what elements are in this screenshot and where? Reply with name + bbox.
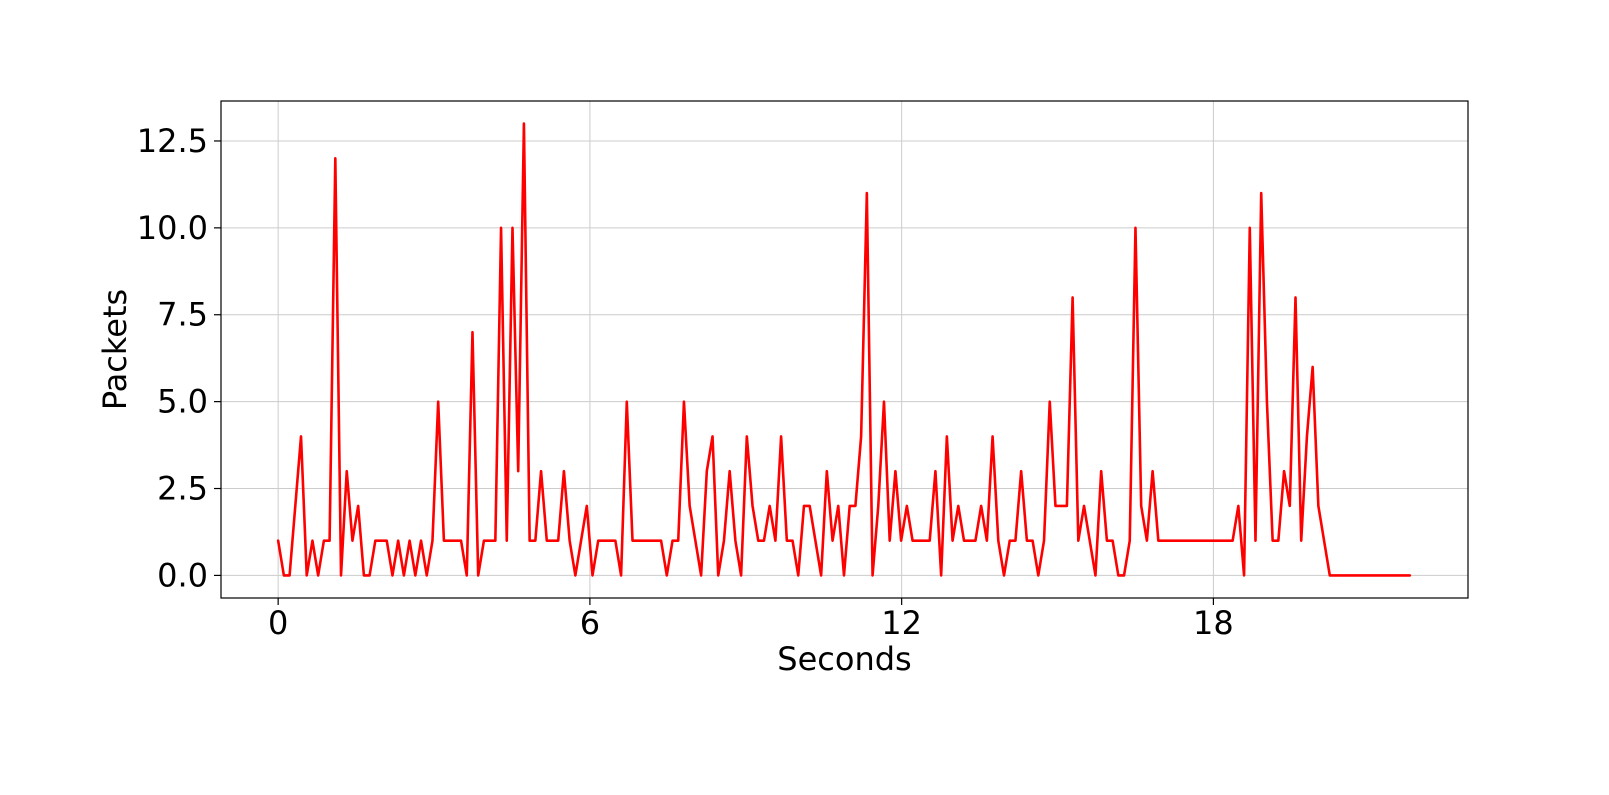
y-axis-ticks: 0.0 2.5 5.0 7.5 10.0 12.5: [137, 122, 221, 594]
x-axis-ticks: 0 6 12 18: [268, 598, 1234, 642]
y-tick-label: 10.0: [137, 209, 208, 247]
y-axis-title: Packets: [96, 289, 134, 410]
y-tick-label: 0.0: [157, 556, 208, 594]
x-axis-title: Seconds: [777, 640, 911, 678]
x-tick-label: 18: [1193, 604, 1234, 642]
y-tick-label: 5.0: [157, 383, 208, 421]
x-tick-label: 6: [580, 604, 600, 642]
plot-area-frame: [220, 100, 1469, 599]
y-tick-label: 12.5: [137, 122, 208, 160]
y-tick-label: 7.5: [157, 296, 208, 334]
x-tick-label: 0: [268, 604, 288, 642]
y-tick-label: 2.5: [157, 470, 208, 508]
series-layer: [276, 122, 1412, 577]
packets-series-line: [276, 122, 1412, 577]
x-tick-label: 12: [881, 604, 922, 642]
